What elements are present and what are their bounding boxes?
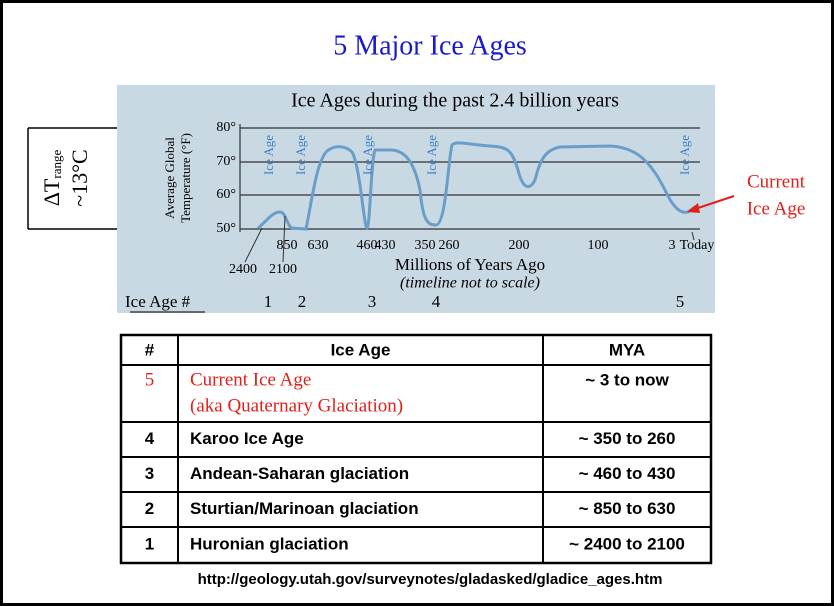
x-tick-label-low: 2400: [229, 262, 257, 277]
ice-age-table: # Ice Age MYA 5 Current Ice Age (aka Quaterna…: [119, 333, 713, 565]
table-header: #: [145, 340, 155, 359]
ice-age-marker: Ice Age: [677, 135, 692, 175]
delta-t-label: ΔTrange: [39, 150, 64, 207]
row-name: Current Ice Age: [190, 369, 311, 390]
x-note: (timeline not to scale): [400, 275, 540, 292]
x-tick-label: 630: [308, 238, 329, 253]
ice-age-marker: Ice Age: [424, 135, 439, 175]
chart-panel: [117, 85, 715, 313]
row-number: 4: [145, 429, 155, 448]
y-tick-label: 50°: [216, 221, 236, 236]
table-border: [119, 333, 713, 565]
x-tick-label-low: 2100: [269, 262, 297, 277]
row-name: (aka Quaternary Glaciation): [190, 395, 403, 416]
ice-age-row-label: Ice Age #: [125, 292, 191, 311]
slide-title: 5 Major Ice Ages: [333, 30, 527, 61]
row-mya: ~ 3 to now: [585, 370, 669, 389]
leader-2400: [244, 227, 263, 263]
callout-arrowhead: [687, 203, 700, 213]
row-mya: ~ 2400 to 2100: [569, 534, 685, 553]
leader-2100: [282, 215, 286, 263]
row-name: Andean-Saharan glaciation: [190, 464, 409, 483]
row-name: Karoo Ice Age: [190, 429, 304, 448]
delta-symbol: ΔT: [39, 178, 64, 206]
ice-age-number: 3: [368, 292, 377, 311]
row-mya: ~ 350 to 260: [579, 429, 676, 448]
source-url: http://geology.utah.gov/surveynotes/glad…: [198, 571, 663, 588]
callout-1: Current: [747, 171, 806, 192]
y-tick-label: 70°: [216, 154, 236, 169]
x-tick-label: Today: [680, 238, 715, 253]
ice-age-marker: Ice Age: [261, 135, 276, 175]
table-header: MYA: [609, 340, 645, 359]
ice-age-marker: Ice Age: [360, 135, 375, 175]
x-tick-label: 100: [588, 238, 609, 253]
row-mya: ~ 850 to 630: [579, 499, 676, 518]
ice-age-marker: Ice Age: [293, 135, 308, 175]
x-tick-label: 200: [509, 238, 530, 253]
table-header: Ice Age: [331, 340, 391, 359]
ice-age-number: 2: [298, 292, 307, 311]
y-label-1: Average Global: [162, 137, 177, 219]
y-tick-label: 60°: [216, 187, 236, 202]
chart-title: Ice Ages during the past 2.4 billion yea…: [291, 90, 619, 112]
delta-value: ~13°C: [67, 149, 92, 206]
x-tick-label: 3: [669, 238, 676, 253]
row-number: 2: [145, 499, 154, 518]
ice-age-number: 4: [432, 292, 441, 311]
y-label-2: Temperature (°F): [178, 133, 193, 223]
callout-arrow: [694, 195, 735, 210]
temperature-curve: [257, 141, 696, 231]
ice-age-number: 5: [676, 292, 685, 311]
row-name: Sturtian/Marinoan glaciation: [190, 499, 419, 518]
row-number: 3: [145, 464, 154, 483]
delta-t-bracket: ΔTrange ~13°C: [27, 127, 117, 230]
x-tick-label: 350: [415, 238, 436, 253]
delta-subscript: range: [49, 150, 64, 179]
y-tick-label: 80°: [216, 120, 236, 135]
today-tick: [691, 231, 695, 241]
grid: [240, 127, 700, 230]
x-tick-label: 850: [277, 238, 298, 253]
row-number: 5: [145, 369, 155, 390]
x-tick-label: 260: [439, 238, 460, 253]
row-number: 1: [145, 534, 154, 553]
x-tick-label: 460: [357, 238, 378, 253]
callout-2: Ice Age: [747, 198, 806, 219]
x-label: Millions of Years Ago: [395, 255, 545, 274]
ice-age-number: 1: [264, 292, 273, 311]
row-mya: ~ 460 to 430: [579, 464, 676, 483]
row-name: Huronian glaciation: [190, 534, 349, 553]
x-tick-label: 430: [375, 238, 396, 253]
